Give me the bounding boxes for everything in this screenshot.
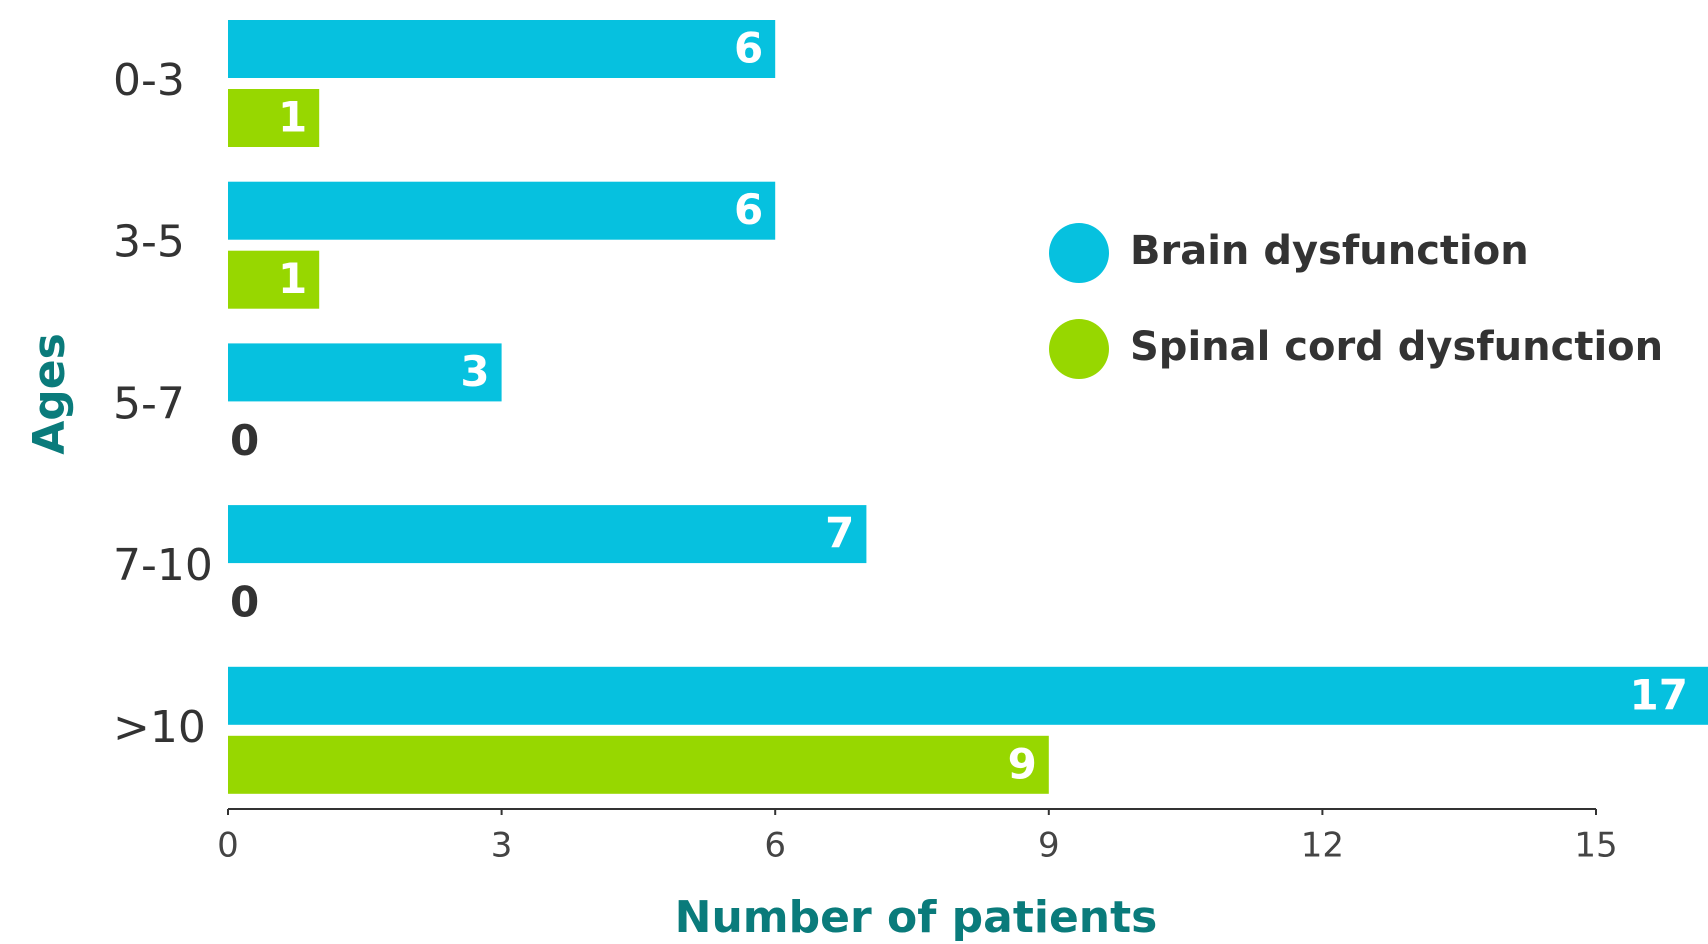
x-tick-label: 0 xyxy=(217,826,239,866)
data-label: 6 xyxy=(734,24,763,73)
y-tick-label: >10 xyxy=(113,702,206,753)
y-tick-label: 3-5 xyxy=(113,217,185,268)
x-tick-label: 9 xyxy=(1038,826,1060,866)
x-tick-label: 15 xyxy=(1574,826,1617,866)
data-label: 1 xyxy=(278,254,307,303)
legend-marker xyxy=(1049,319,1109,379)
bar xyxy=(228,666,1708,725)
y-tick-label: 7-10 xyxy=(113,540,213,591)
legend-marker xyxy=(1049,223,1109,283)
data-label: 7 xyxy=(825,509,854,558)
bar xyxy=(228,505,867,564)
y-axis-title: Ages xyxy=(24,333,75,455)
legend-label: Spinal cord dysfunction xyxy=(1130,324,1663,370)
x-tick-label: 6 xyxy=(764,826,786,866)
data-label: 0 xyxy=(230,416,259,465)
data-label: 0 xyxy=(230,578,259,627)
x-tick-label: 3 xyxy=(491,826,513,866)
data-label: 1 xyxy=(278,93,307,142)
bar xyxy=(228,343,502,402)
bar xyxy=(228,735,1049,794)
x-tick-label: 12 xyxy=(1301,826,1344,866)
data-label: 9 xyxy=(1008,739,1037,788)
x-axis-title: Number of patients xyxy=(675,892,1158,943)
bar xyxy=(228,20,776,78)
bar xyxy=(228,89,320,147)
data-label: 17 xyxy=(1630,670,1688,719)
data-label: 3 xyxy=(460,347,489,396)
y-tick-label: 0-3 xyxy=(113,55,185,106)
bar xyxy=(228,181,776,240)
y-tick-label: 5-7 xyxy=(113,378,185,429)
data-label: 6 xyxy=(734,185,763,234)
legend-label: Brain dysfunction xyxy=(1130,228,1529,274)
bar xyxy=(228,250,320,309)
